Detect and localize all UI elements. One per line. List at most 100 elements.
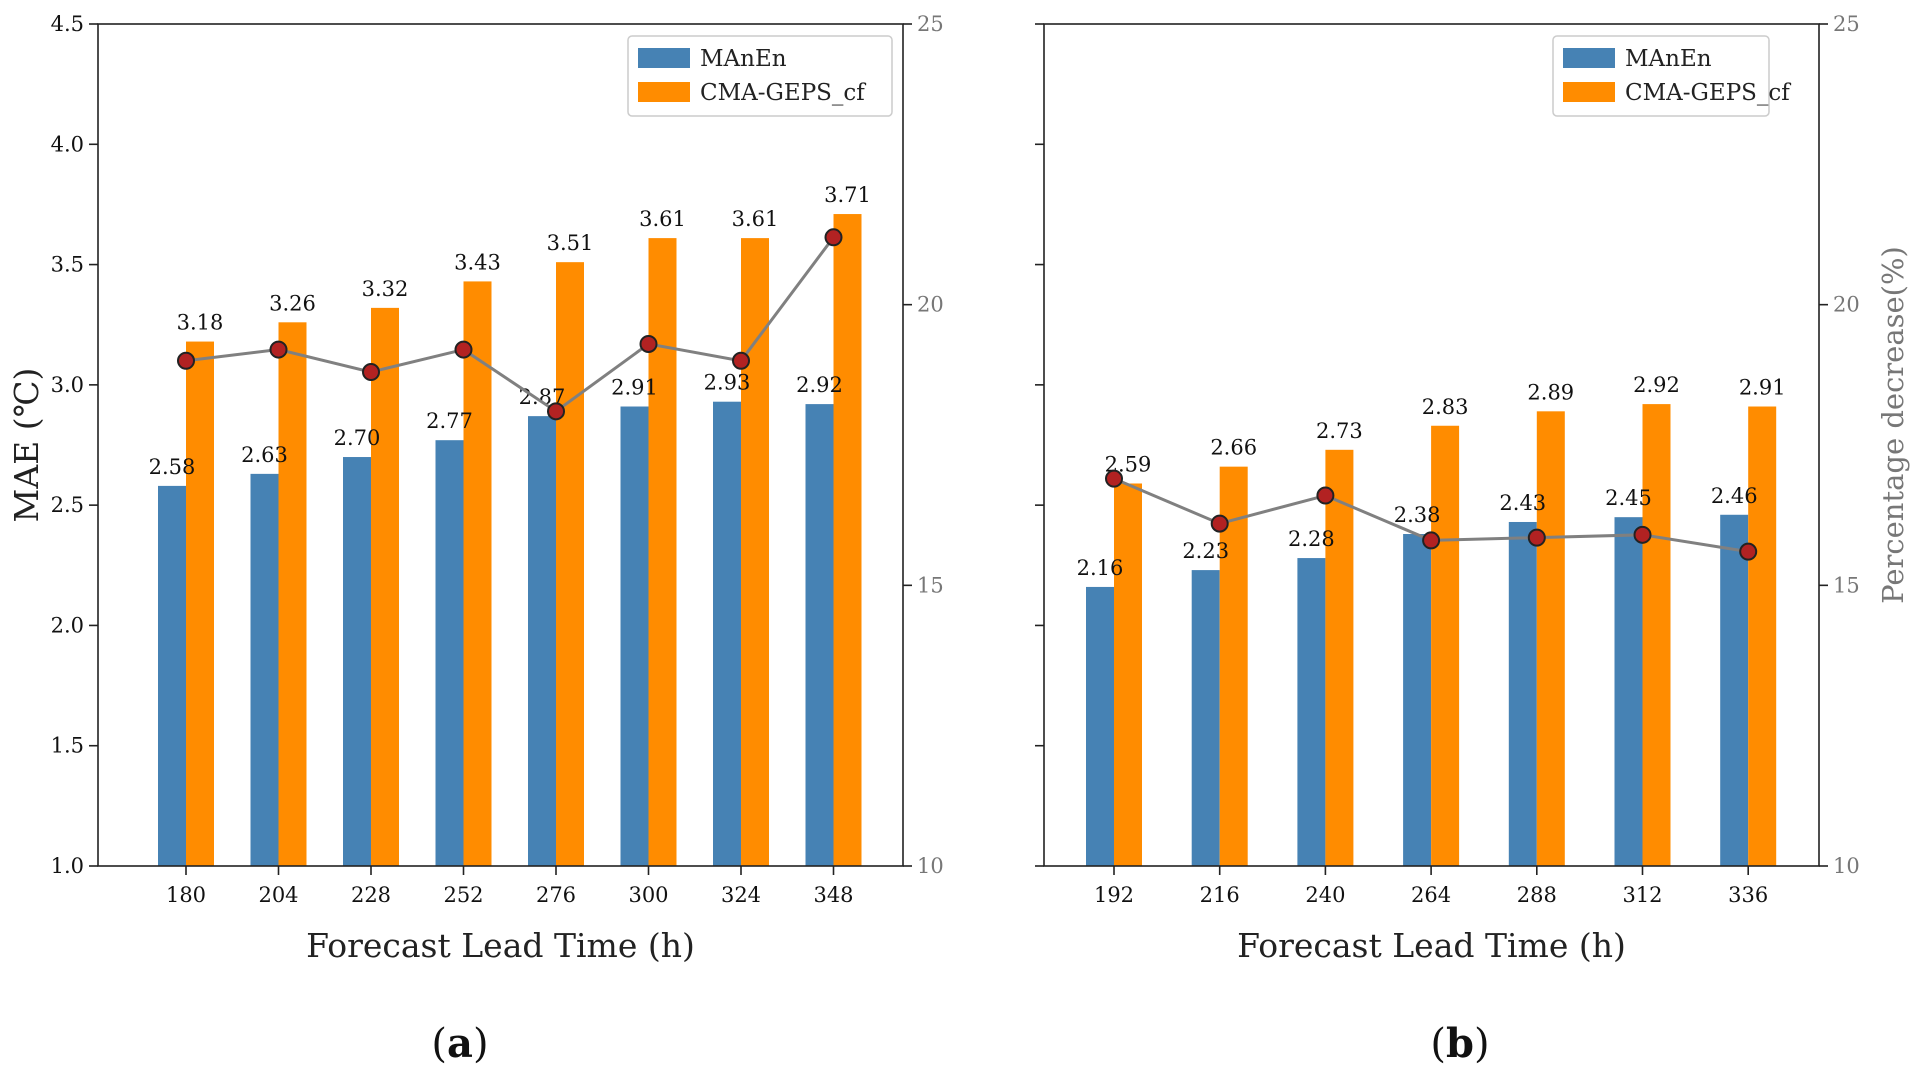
bar-cma-geps-cf-264 xyxy=(1431,425,1460,866)
left-tick-label: 4.0 xyxy=(51,132,84,156)
data-label: 3.71 xyxy=(824,183,871,207)
bar-cma-geps-cf-336 xyxy=(1748,406,1777,866)
data-label: 2.16 xyxy=(1077,556,1124,580)
x-axis-title: Forecast Lead Time (h) xyxy=(1237,926,1626,965)
data-label: 3.18 xyxy=(177,311,224,335)
data-label: 2.28 xyxy=(1288,527,1335,551)
x-tick-label: 216 xyxy=(1200,883,1240,907)
x-tick-label: 252 xyxy=(443,883,483,907)
percentage-marker-204 xyxy=(269,340,288,359)
left-tick-label: 2.5 xyxy=(51,493,84,517)
data-label: 2.46 xyxy=(1711,484,1758,508)
legend-swatch-0 xyxy=(1563,48,1615,68)
bar-manen-312 xyxy=(1614,517,1643,866)
left-tick-label: 3.0 xyxy=(51,373,84,397)
data-label: 3.32 xyxy=(362,277,409,301)
percentage-marker-216 xyxy=(1210,514,1229,533)
data-label: 2.43 xyxy=(1499,491,1546,515)
data-label: 2.23 xyxy=(1182,539,1229,563)
bar-manen-336 xyxy=(1720,514,1749,866)
panel-label-letter: b xyxy=(1446,1020,1474,1067)
bar-cma-geps-cf-228 xyxy=(371,307,399,867)
x-tick-label: 348 xyxy=(813,883,853,907)
percentage-decrease-line xyxy=(185,236,835,414)
x-tick-label: 204 xyxy=(258,883,298,907)
panel-a: 2.582.632.702.772.87 2.91 2.93 2.923.183.26… xyxy=(7,12,944,1067)
panel-b: 2.162.232.282.382.43 2.45 2.462.592.662.73… xyxy=(1035,12,1910,1067)
legend: MAnEn CMA-GEPS_cf xyxy=(1552,35,1791,117)
bar-cma-geps-cf-240 xyxy=(1325,449,1354,866)
right-tick-label: 10 xyxy=(1833,854,1860,878)
bar-cma-geps-cf-276 xyxy=(556,262,584,866)
legend-box xyxy=(627,35,893,117)
percentage-marker-348 xyxy=(824,228,843,247)
panel-label-open-paren: ( xyxy=(1430,1021,1446,1067)
data-label: 2.92 xyxy=(1633,373,1680,397)
x-tick-label: 192 xyxy=(1094,883,1134,907)
bar-manen-216 xyxy=(1191,570,1220,866)
bar-manen-252 xyxy=(435,440,464,866)
x-tick-label: 240 xyxy=(1305,883,1345,907)
data-label: 3.61 xyxy=(639,207,686,231)
percentage-marker-192 xyxy=(1105,469,1123,488)
data-label: 2.38 xyxy=(1394,503,1441,527)
bar-manen-264 xyxy=(1403,534,1432,866)
bar-cma-geps-cf-324 xyxy=(741,238,769,866)
bar-manen-300 xyxy=(620,406,649,866)
bar-manen-192 xyxy=(1086,586,1114,866)
legend-swatch-0 xyxy=(638,48,690,68)
legend-swatch-1 xyxy=(638,82,690,102)
legend-label-1: CMA-GEPS_cf xyxy=(1625,80,1791,106)
bar-manen-288 xyxy=(1508,521,1537,866)
percentage-marker-252 xyxy=(454,340,473,359)
percentage-marker-264 xyxy=(1422,531,1441,550)
percentage-marker-336 xyxy=(1739,542,1758,561)
x-tick-label: 324 xyxy=(721,883,761,907)
x-axis-title: Forecast Lead Time (h) xyxy=(306,926,695,965)
percentage-marker-180 xyxy=(177,351,195,370)
right-tick-label: 10 xyxy=(917,854,944,878)
bar-manen-240 xyxy=(1297,558,1326,866)
right-tick-label: 25 xyxy=(917,12,944,36)
legend-label-1: CMA-GEPS_cf xyxy=(700,80,866,106)
bar-manen-348 xyxy=(805,404,834,866)
x-tick-label: 180 xyxy=(166,883,206,907)
x-tick-label: 336 xyxy=(1728,883,1768,907)
plot-frame xyxy=(97,23,904,867)
panel-label: (b) xyxy=(1430,1020,1489,1067)
x-tick-label: 276 xyxy=(536,883,576,907)
data-label: 2.83 xyxy=(1422,395,1469,419)
panel-label-close-paren: ) xyxy=(473,1021,489,1067)
data-label: 2.45 xyxy=(1605,486,1652,510)
left-tick-label: 3.5 xyxy=(51,253,84,277)
percentage-marker-240 xyxy=(1316,486,1335,505)
bar-cma-geps-cf-252 xyxy=(463,281,492,866)
bar-cma-geps-cf-348 xyxy=(833,214,862,867)
percentage-marker-312 xyxy=(1633,525,1652,544)
y-axis-title: MAE (℃) xyxy=(7,368,46,523)
bar-manen-324 xyxy=(713,401,741,866)
data-label: 3.61 xyxy=(732,207,779,231)
bar-cma-geps-cf-300 xyxy=(648,238,677,866)
data-label: 2.91 xyxy=(1739,376,1786,400)
legend: MAnEn CMA-GEPS_cf xyxy=(627,35,893,117)
right-tick-label: 15 xyxy=(917,573,944,597)
data-label: 2.66 xyxy=(1210,436,1257,460)
panel-label-letter: a xyxy=(447,1020,473,1067)
bar-manen-276 xyxy=(528,416,556,866)
bar-manen-180 xyxy=(158,485,186,866)
data-label: 2.89 xyxy=(1527,380,1574,404)
percentage-marker-288 xyxy=(1527,528,1546,547)
bar-cma-geps-cf-288 xyxy=(1536,411,1565,866)
data-label: 2.92 xyxy=(796,373,843,397)
data-label: 2.91 xyxy=(611,376,658,400)
bar-cma-geps-cf-204 xyxy=(278,322,307,866)
left-tick-label: 1.0 xyxy=(51,854,84,878)
x-tick-label: 264 xyxy=(1411,883,1451,907)
bar-cma-geps-cf-192 xyxy=(1114,483,1142,866)
right-tick-label: 20 xyxy=(917,293,944,317)
left-tick-label: 4.5 xyxy=(51,12,84,36)
x-tick-label: 300 xyxy=(628,883,668,907)
